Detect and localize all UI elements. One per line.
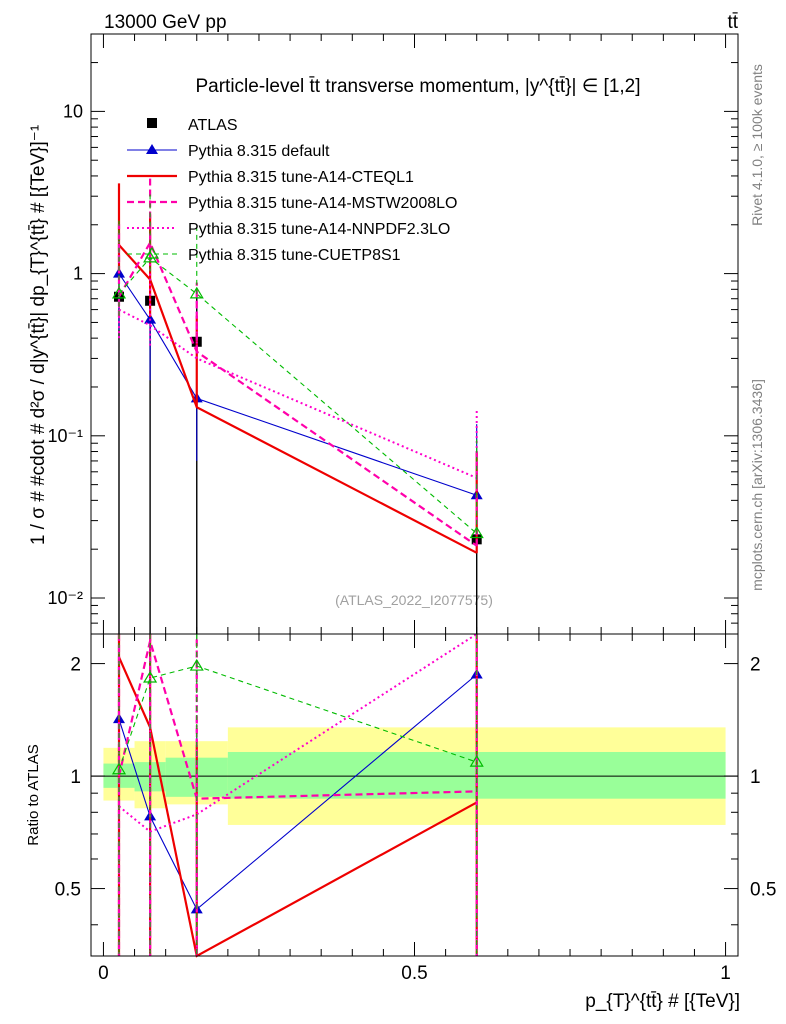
series-marker bbox=[189, 286, 204, 299]
legend-label: Pythia 8.315 tune-A14-CTEQL1 bbox=[188, 169, 414, 186]
main-y-tick-label: 10⁻² bbox=[47, 588, 83, 608]
series-4 bbox=[117, 240, 478, 479]
ratio-y-tick-label-right: 0.5 bbox=[750, 880, 776, 901]
legend-label: ATLAS bbox=[188, 117, 238, 134]
process-label: tt̄ bbox=[727, 12, 738, 33]
x-tick-label: 1 bbox=[720, 963, 731, 984]
series-line bbox=[118, 244, 478, 554]
main-panel: 10⁻² 10⁻¹ 1 10 Particle-level t̄t transvers… bbox=[28, 33, 739, 635]
main-plot-title: Particle-level t̄t transverse momentum, … bbox=[195, 76, 640, 97]
series-line bbox=[118, 308, 478, 479]
legend-item: Pythia 8.315 tune-A14-MSTW2008LO bbox=[127, 195, 457, 212]
series-marker bbox=[469, 526, 484, 539]
ratio-series-4 bbox=[111, 634, 484, 956]
x-tick-label: 0.5 bbox=[401, 963, 427, 984]
series-line bbox=[118, 240, 478, 547]
legend: ATLAS Pythia 8.315 default Pythia 8.315 tu… bbox=[127, 117, 457, 264]
analysis-watermark: (ATLAS_2022_I2077575) bbox=[335, 592, 493, 608]
x-axis-label: p_{T}^{tt̄} # [{TeV}] bbox=[585, 991, 740, 1012]
rivet-version-label: Rivet 4.1.0, ≥ 100k events bbox=[749, 64, 765, 226]
ratio-series-marker bbox=[111, 762, 127, 775]
main-y-tick-label: 10⁻¹ bbox=[47, 426, 83, 446]
ratio-y-tick-label-right: 1 bbox=[750, 767, 761, 788]
collision-energy-label: 13000 GeV pp bbox=[104, 12, 227, 33]
ratio-uncertainty-bands bbox=[91, 727, 738, 825]
ratio-series-line bbox=[118, 633, 478, 833]
series-2 bbox=[117, 183, 478, 554]
ratio-data-marks bbox=[111, 633, 484, 958]
legend-item: Pythia 8.315 tune-A14-NNPDF2.3LO bbox=[127, 221, 450, 238]
main-data-marks bbox=[111, 178, 484, 634]
legend-marker bbox=[146, 144, 158, 154]
legend-label: Pythia 8.315 tune-A14-NNPDF2.3LO bbox=[188, 221, 450, 238]
legend-label: Pythia 8.315 tune-CUETP8S1 bbox=[188, 247, 401, 264]
legend-atlas-marker bbox=[147, 118, 157, 128]
main-y-axis-label: 1 / σ # #cdot # d²σ / d|y^{tt̄}| dp_{T}^… bbox=[28, 125, 49, 545]
legend-item: Pythia 8.315 default bbox=[127, 143, 330, 160]
ratio-series-line bbox=[117, 656, 478, 958]
ratio-series-marker bbox=[469, 754, 484, 767]
ratio-y-tick-label-right: 2 bbox=[750, 655, 761, 676]
ratio-plot-frame bbox=[90, 633, 739, 957]
ratio-y-tick-label-left: 1 bbox=[70, 767, 81, 788]
series-marker bbox=[111, 286, 127, 299]
legend-marker bbox=[144, 246, 160, 259]
ratio-series-marker bbox=[189, 658, 204, 671]
series-line bbox=[118, 273, 477, 496]
main-y-tick-label: 10 bbox=[63, 101, 83, 121]
series-5 bbox=[111, 192, 484, 539]
ratio-panel: 0.5 0.5 1 1 2 2 0 0.5 1 Ratio to ATLAS p_{T}^{tt… bbox=[25, 633, 776, 1012]
ratio-y-tick-label-left: 2 bbox=[70, 655, 81, 676]
mcplots-reference-label: mcplots.cern.ch [arXiv:1306.3436] bbox=[749, 379, 765, 591]
legend-label: Pythia 8.315 tune-A14-MSTW2008LO bbox=[188, 195, 457, 212]
ratio-axis-ticks: 0.5 0.5 1 1 2 2 0 0.5 1 bbox=[55, 634, 776, 984]
legend-item: ATLAS bbox=[147, 117, 238, 134]
series-0 bbox=[113, 247, 482, 634]
main-axis-ticks: 10⁻² 10⁻¹ 1 10 bbox=[47, 33, 738, 635]
series-line bbox=[118, 257, 478, 534]
legend-label: Pythia 8.315 default bbox=[188, 143, 330, 160]
ratio-series-marker bbox=[143, 670, 158, 683]
legend-item: Pythia 8.315 tune-CUETP8S1 bbox=[127, 246, 401, 264]
ratio-series-line bbox=[118, 665, 477, 770]
main-y-tick-label: 1 bbox=[73, 264, 83, 284]
ratio-y-axis-label: Ratio to ATLAS bbox=[25, 744, 42, 845]
ratio-series-line bbox=[118, 674, 478, 911]
ratio-y-tick-label-left: 0.5 bbox=[55, 880, 81, 901]
legend-item: Pythia 8.315 tune-A14-CTEQL1 bbox=[127, 169, 414, 186]
x-tick-label: 0 bbox=[98, 963, 109, 984]
ratio-series-line bbox=[117, 636, 477, 800]
